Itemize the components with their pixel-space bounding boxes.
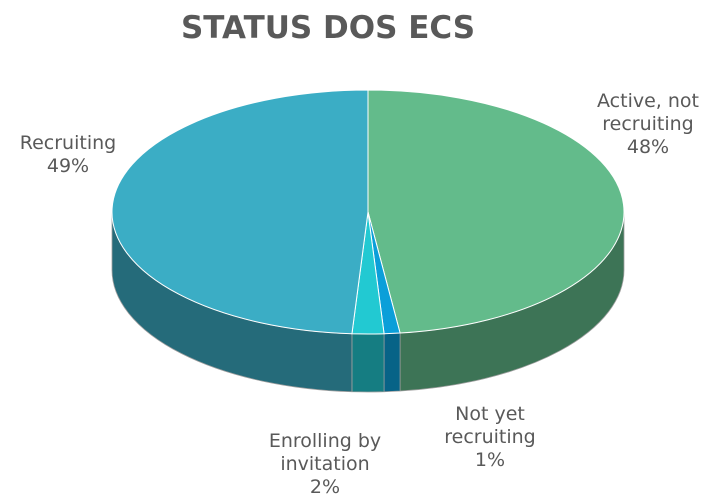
slice	[367, 89, 625, 334]
value-label: 2%	[309, 476, 341, 498]
category-label: Not yet recruiting	[444, 403, 536, 448]
slice-side	[351, 333, 385, 393]
data-label: Recruiting 49%	[3, 132, 133, 178]
chart-title: STATUS DOS ECS	[181, 10, 475, 46]
value-label: 49%	[46, 155, 90, 177]
category-label: Enrolling by invitation	[268, 430, 382, 475]
category-label: Recruiting	[19, 132, 117, 154]
category-label: Active, not recruiting	[597, 90, 699, 135]
data-label: Not yet recruiting 1%	[425, 403, 555, 472]
slice	[111, 89, 369, 335]
slice-side	[383, 332, 401, 393]
value-label: 48%	[626, 136, 670, 158]
data-label: Active, not recruiting 48%	[583, 90, 710, 159]
value-label: 1%	[474, 449, 506, 471]
data-label: Enrolling by invitation 2%	[255, 430, 395, 499]
